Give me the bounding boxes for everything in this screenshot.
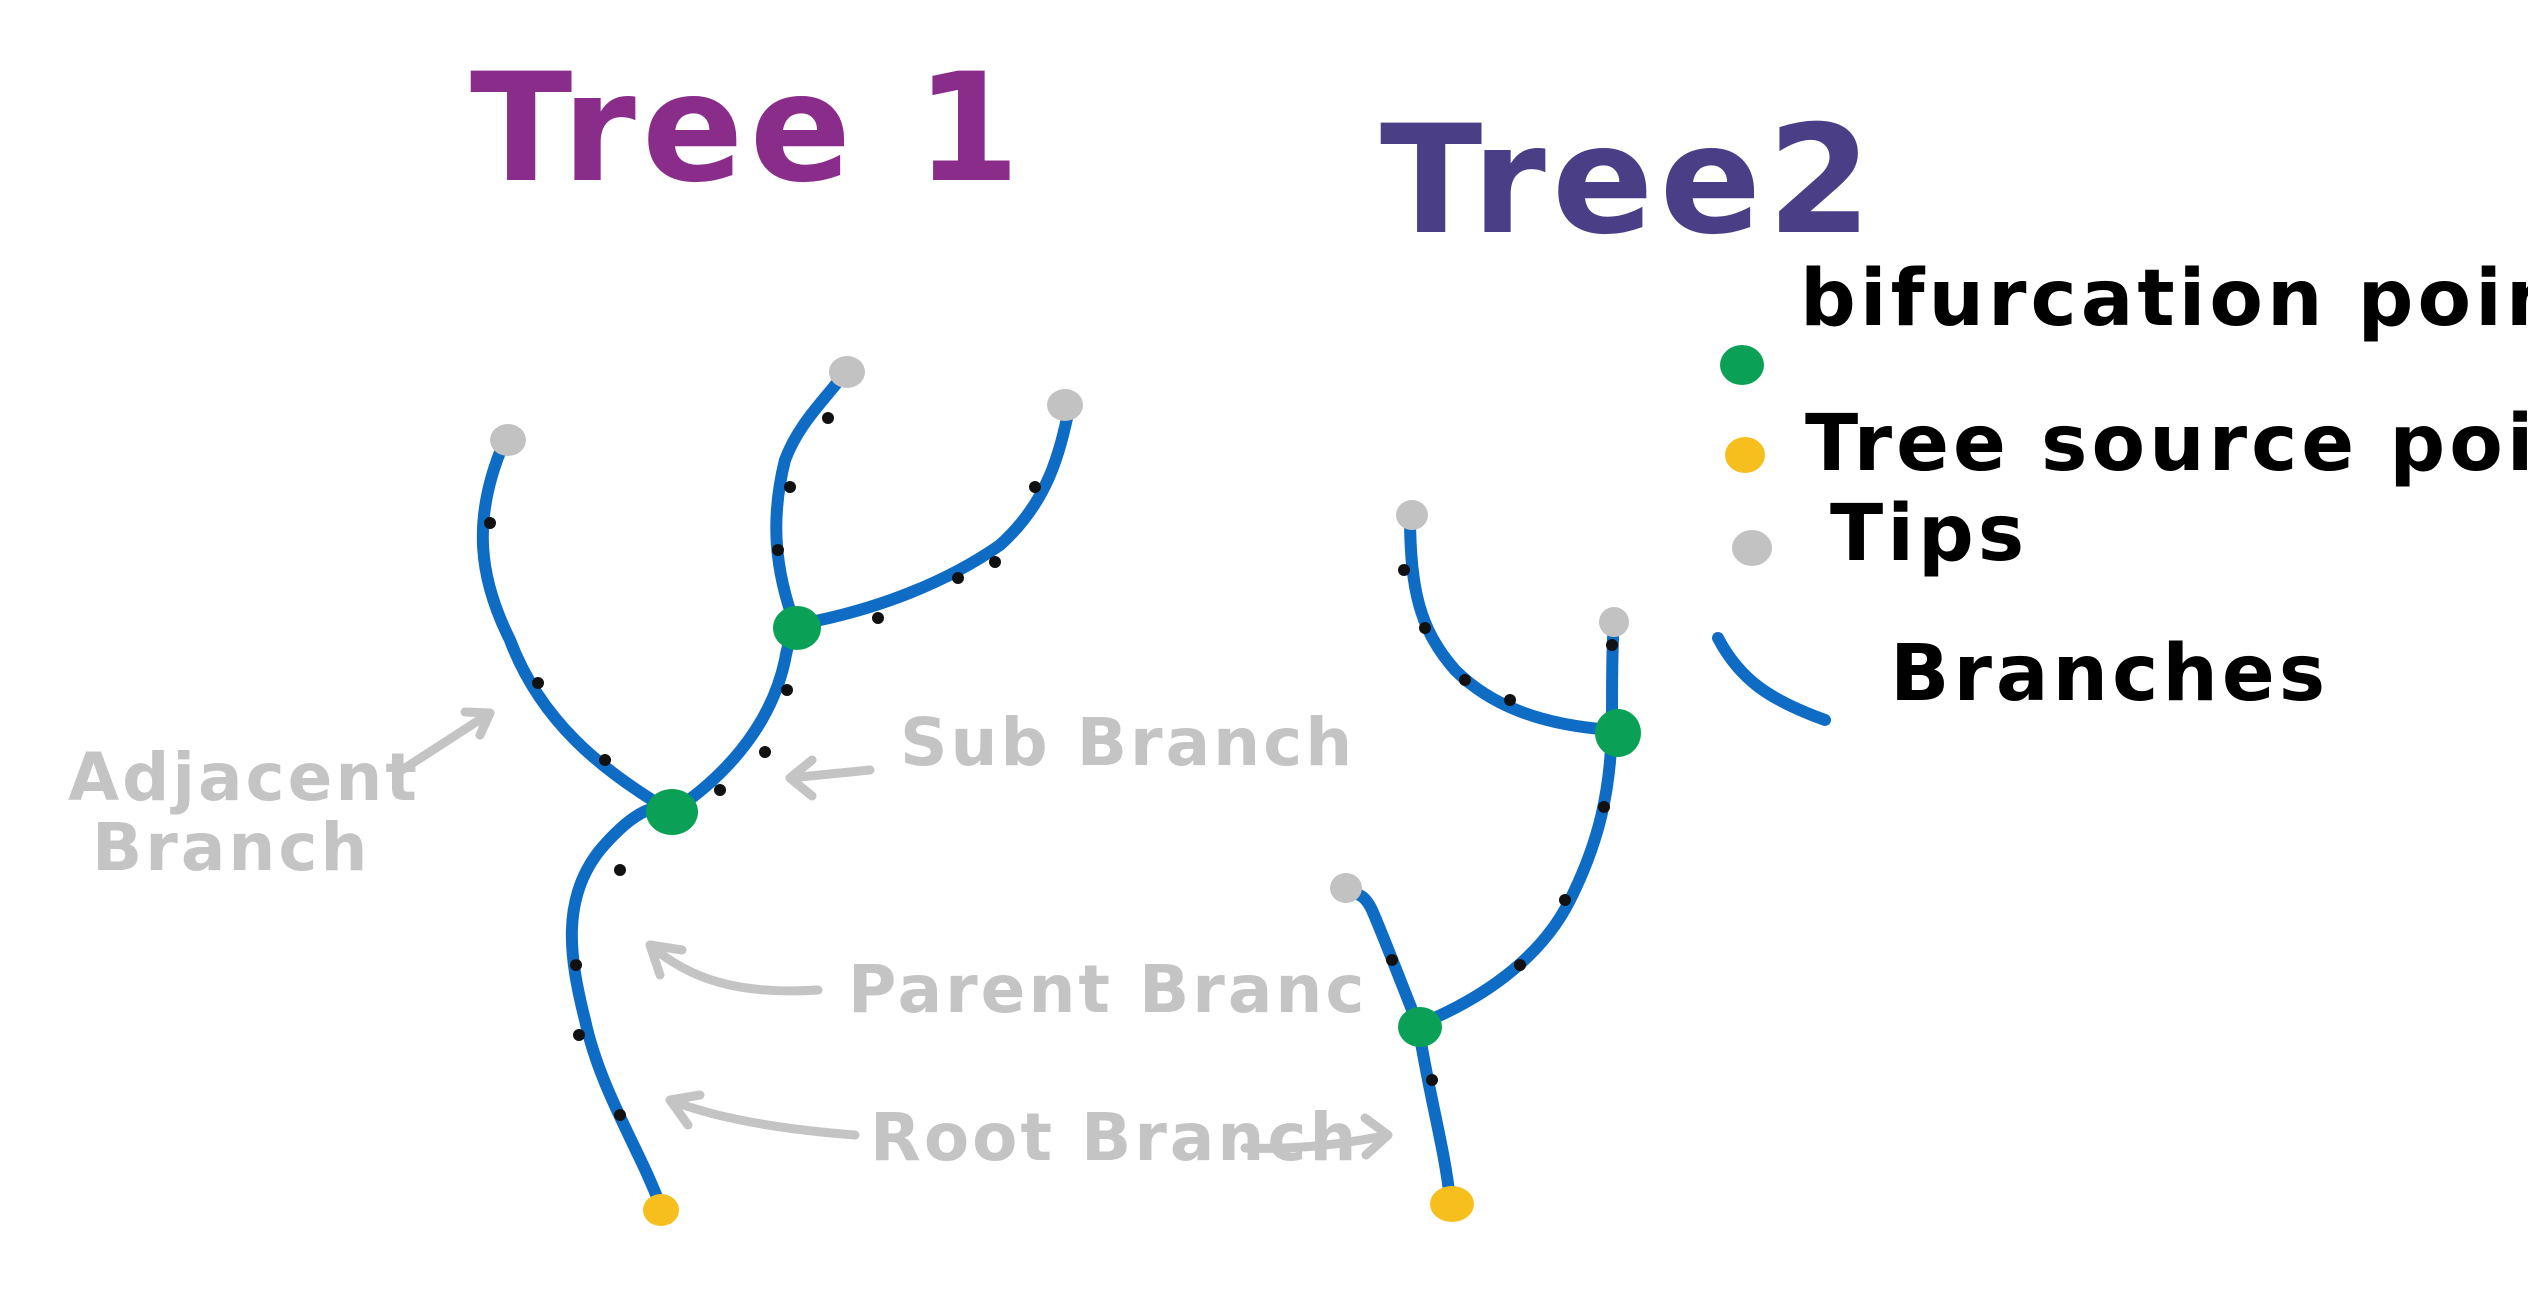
sample-dot <box>989 556 1001 568</box>
sample-dot <box>1459 674 1471 686</box>
sample-dot <box>1419 622 1431 634</box>
tree-1-adjacent-branch <box>476 434 678 818</box>
tree-2-root-branch <box>1412 1019 1456 1206</box>
parent-branch-label: Parent Branc <box>848 951 1367 1028</box>
sample-dot <box>1398 564 1410 576</box>
sample-dot <box>772 544 784 556</box>
sample-dot <box>872 612 884 624</box>
sample-dot <box>784 481 796 493</box>
source-dot-icon <box>1725 437 1765 473</box>
sample-dot <box>1426 1074 1438 1086</box>
sample-dot <box>1598 801 1610 813</box>
parent-branch-arrow <box>645 940 823 996</box>
tree-2-tip <box>1396 500 1428 530</box>
sample-dot <box>614 1109 626 1121</box>
sample-dot <box>599 754 611 766</box>
tree-2-parent-branch <box>1412 724 1618 1031</box>
legend-label-branches: Branches <box>1890 629 2329 719</box>
tree-2-tip <box>1330 873 1362 903</box>
sample-dot <box>1029 481 1041 493</box>
tree-1-tip <box>1047 389 1083 421</box>
adjacent-branch-label-line1: Adjacent <box>68 739 420 816</box>
tree-2-bifurcation-point <box>1595 709 1641 757</box>
tree-2-upper-left-branch <box>1404 509 1618 736</box>
legend-label-tips: Tips <box>1830 489 2028 579</box>
tree-1-tip <box>829 356 865 388</box>
sample-dot <box>573 1029 585 1041</box>
tree-1-title: Tree 1 <box>470 42 1026 216</box>
sample-dot <box>714 784 726 796</box>
tree-2-bifurcation-point <box>1398 1007 1442 1047</box>
sub-branch-label: Sub Branch <box>900 704 1355 781</box>
root-branch-arrow-left <box>665 1090 860 1140</box>
tree-1-bifurcation-point <box>773 606 821 650</box>
tree-2 <box>1330 500 1641 1222</box>
tree-2-source-point <box>1430 1186 1474 1222</box>
bifurcation-dot-icon <box>1720 345 1764 385</box>
tree-2-tip <box>1599 607 1629 637</box>
sample-dot <box>759 746 771 758</box>
tree-2-title: Tree2 <box>1380 94 1878 268</box>
sample-dot <box>822 412 834 424</box>
sample-dot <box>532 677 544 689</box>
tip-dot-icon <box>1732 530 1772 566</box>
branch-line-icon <box>1712 632 1831 726</box>
tree-1 <box>476 356 1083 1226</box>
tree-1-upper-left-branch <box>770 366 851 631</box>
sub-branch-arrow <box>785 755 875 801</box>
tree-1-bifurcation-point <box>646 789 698 835</box>
tree-1-upper-right-branch <box>789 399 1076 631</box>
tree-1-source-point <box>643 1194 679 1226</box>
annotations: Adjacent Branch Sub Branch Parent Branc … <box>68 704 1393 1176</box>
sample-dot <box>570 959 582 971</box>
legend-label-bifurcation: bifurcation point <box>1800 254 2528 344</box>
legend-label-source: Tree source point <box>1805 399 2528 489</box>
sample-dot <box>952 572 964 584</box>
adjacent-branch-label-line2: Branch <box>92 809 371 886</box>
adjacent-branch-arrow <box>397 707 495 775</box>
root-branch-label: Root Branch <box>870 1099 1360 1176</box>
legend: bifurcation point Tree source point Tips… <box>1712 254 2528 726</box>
sample-dot <box>614 864 626 876</box>
sample-dot <box>1386 954 1398 966</box>
sample-dot <box>1559 894 1571 906</box>
sample-dot <box>484 517 496 529</box>
tree-1-sub-branch <box>666 619 801 818</box>
sample-dot <box>1606 639 1618 651</box>
sample-dot <box>781 684 793 696</box>
tree-1-tip <box>490 424 526 456</box>
sample-dot <box>1504 694 1516 706</box>
root-branch-arrow-right <box>1240 1113 1393 1160</box>
sample-dot <box>1514 959 1526 971</box>
